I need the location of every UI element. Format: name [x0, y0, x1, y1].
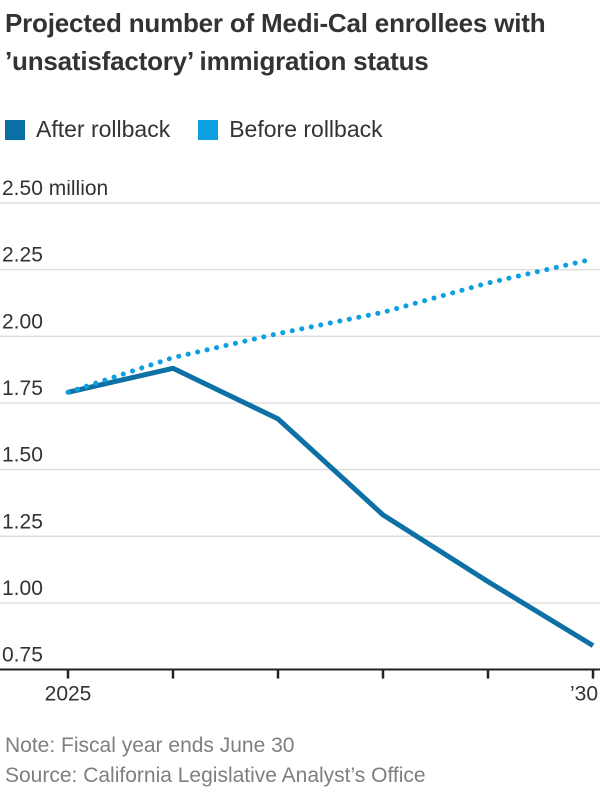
before-rollback-swatch-icon: [198, 119, 219, 140]
chart-note: Note: Fiscal year ends June 30: [5, 734, 295, 757]
x-axis-label: ’30: [570, 683, 598, 706]
line-chart: 2.50 million 2.25 2.00 1.75 1.50 1.25 1.00 0.75…: [0, 180, 600, 706]
y-axis-label: 1.75: [2, 377, 43, 400]
y-axis-label: 2.50 million: [2, 180, 108, 200]
y-axis-label: 1.25: [2, 510, 43, 533]
chart-legend: After rollback Before rollback: [5, 116, 383, 143]
series-line-after-rollback: [67, 365, 595, 648]
legend-label-after-rollback: After rollback: [36, 116, 171, 142]
y-axis-label: 1.00: [2, 577, 43, 600]
chart-footer: Note: Fiscal year ends June 30 Source: C…: [5, 731, 595, 791]
x-axis-label: 2025: [45, 683, 92, 706]
series-line-before-rollback: [65, 256, 596, 395]
y-axis-label: 1.50: [2, 444, 43, 467]
y-axis-label: 2.25: [2, 244, 43, 267]
y-axis-label: 2.00: [2, 310, 43, 333]
legend-item-after-rollback: After rollback: [5, 116, 170, 143]
legend-label-before-rollback: Before rollback: [229, 116, 383, 142]
after-rollback-swatch-icon: [5, 119, 25, 140]
chart-source: Source: California Legislative Analyst’s…: [5, 764, 426, 787]
legend-item-before-rollback: Before rollback: [198, 116, 383, 143]
y-axis-label: 0.75: [2, 644, 43, 667]
chart-title: Projected number of Medi-Cal enrollees w…: [5, 8, 546, 76]
